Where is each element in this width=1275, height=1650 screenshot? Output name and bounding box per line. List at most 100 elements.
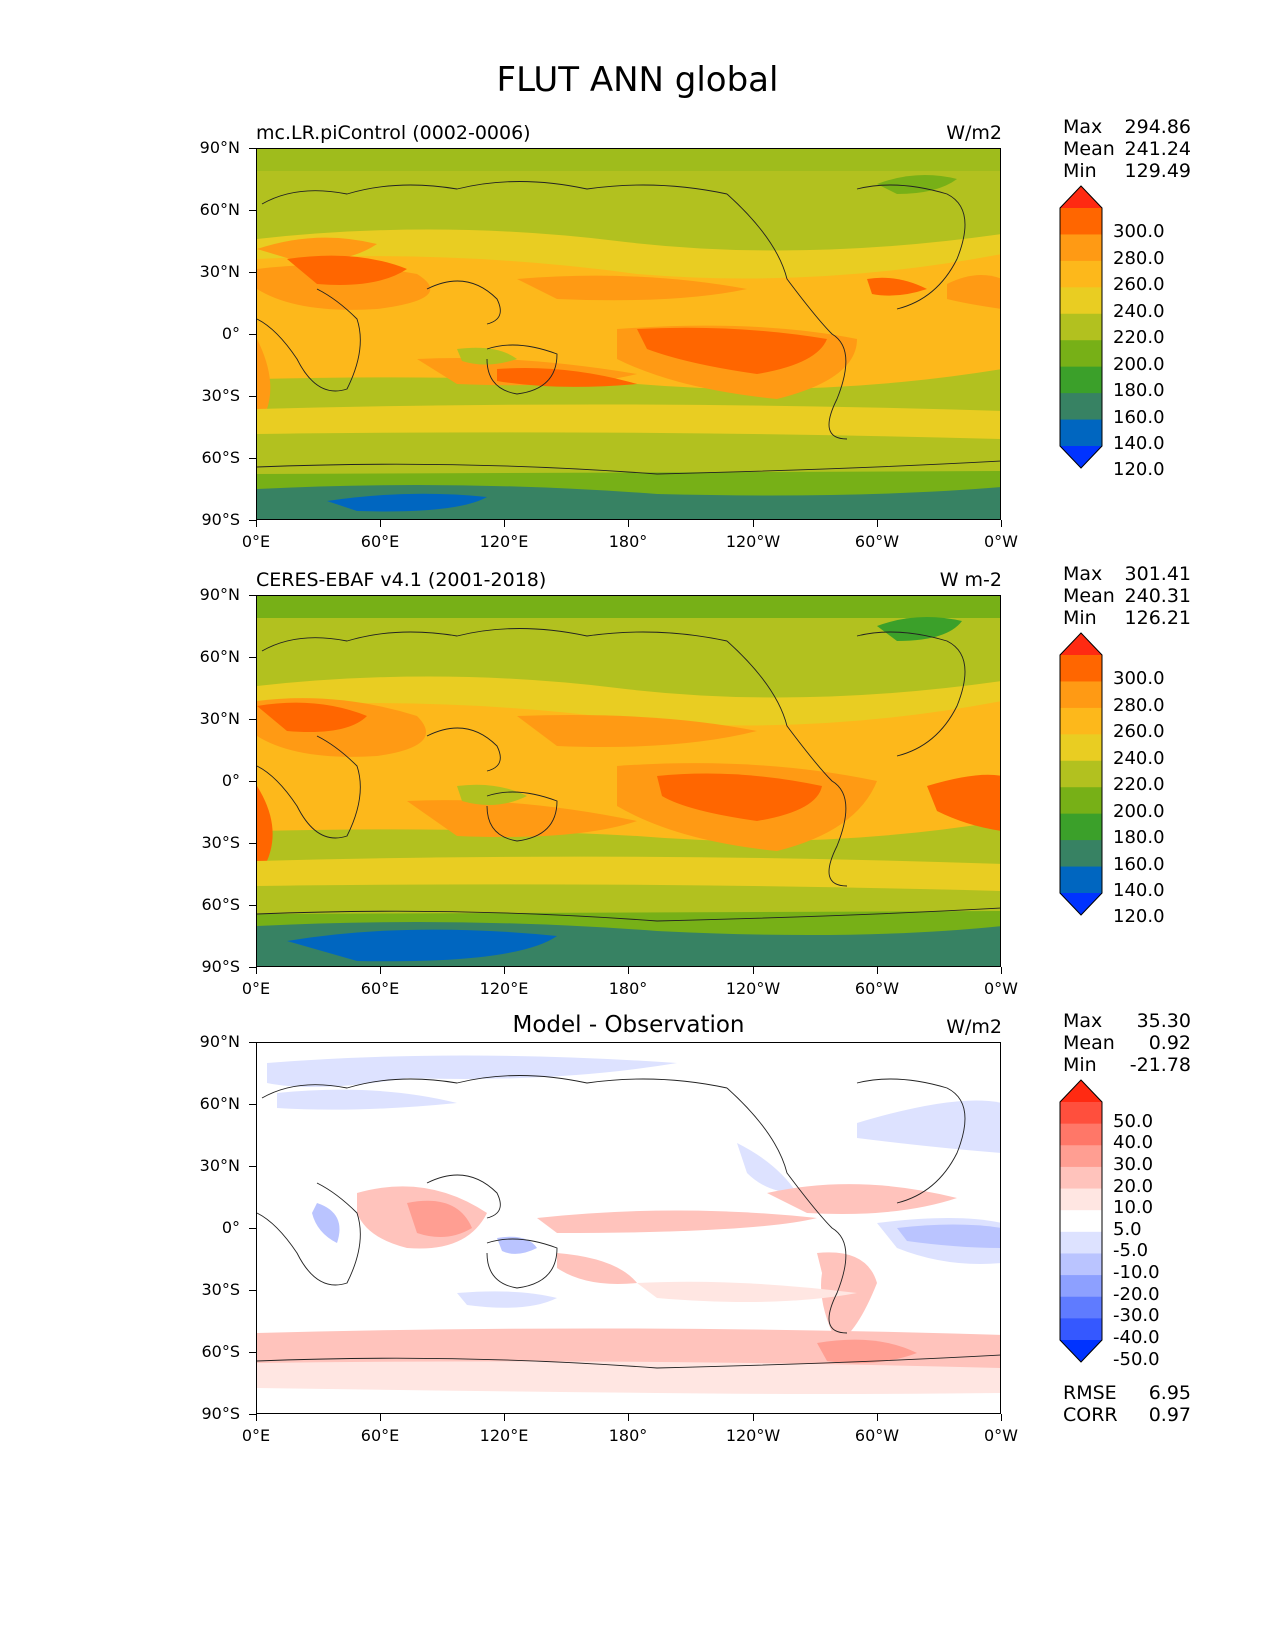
colorbar-segment [1060,760,1102,788]
lat-tick [249,719,256,721]
lat-label: 60°S [201,1342,240,1361]
rmse-row: RMSE 6.95 [1063,1382,1191,1404]
lat-tick [249,210,256,212]
colorbar [1059,632,1106,916]
lon-tick [256,1414,258,1421]
lon-tick [877,1414,879,1421]
stat-min-value: 129.49 [1124,160,1191,182]
colorbar-label: 240.0 [1113,300,1165,322]
stat-mean-label: Mean [1063,138,1115,160]
lon-label: 0°E [241,532,271,551]
lat-label: 90°N [199,138,240,157]
stats-block: Max 301.41 Mean 240.31 Min 126.21 [1063,563,1191,629]
colorbar-segment [1060,1231,1102,1254]
map-model [256,148,1001,520]
lon-label: 60°E [360,532,400,551]
stat-max-label: Max [1063,563,1103,585]
colorbar-extend-max [1060,1080,1102,1102]
colorbar-label: 120.0 [1113,459,1165,481]
stat-mean-label: Mean [1063,585,1115,607]
lat-tick [249,595,256,597]
colorbar-label: 260.0 [1113,721,1165,743]
lat-tick [249,1352,256,1354]
colorbar-label: 5.0 [1113,1218,1142,1240]
colorbar-label: 140.0 [1113,433,1165,454]
lon-label: 0°W [984,1426,1018,1445]
lon-label: 0°E [241,979,271,998]
colorbar-segment [1060,208,1102,235]
map-observation [256,595,1001,967]
colorbar-extend-max [1060,186,1102,208]
lon-tick [877,520,879,527]
lat-label: 0° [221,324,240,343]
colorbar-outline [1059,632,1103,916]
lon-tick [504,1414,506,1421]
colorbar-label: 180.0 [1113,827,1165,849]
lon-tick [256,967,258,974]
stat-min-value: 126.21 [1124,607,1191,629]
colorbar-segment [1060,1296,1102,1319]
colorbar-segment [1060,655,1102,682]
colorbar-label: 140.0 [1113,880,1165,901]
lon-label: 120°E [479,1426,529,1445]
panel-model: mc.LR.piControl (0002-0006) W/m2 [0,116,1275,582]
stat-max-row: Max 35.30 [1063,1010,1191,1032]
panel-units: W/m2 [946,122,1002,144]
colorbar-label: 20.0 [1113,1175,1154,1197]
rmse-value: 6.95 [1148,1382,1191,1404]
colorbar-label: 300.0 [1113,221,1165,243]
colorbar-label: 200.0 [1113,353,1165,375]
lat-label: 90°S [201,1404,240,1423]
lon-label: 180° [608,1426,648,1445]
lon-label: 120°E [479,532,529,551]
colorbar-extend-min [1060,893,1102,915]
stat-min-value: -21.78 [1129,1054,1191,1076]
metrics-block: RMSE 6.95 CORR 0.97 [1063,1382,1191,1426]
colorbar-segment [1060,234,1102,262]
colorbar-segment [1060,734,1102,762]
lon-tick [504,967,506,974]
colorbar-segment [1060,707,1102,735]
colorbar-label: -40.0 [1113,1327,1160,1348]
colorbar-label: 160.0 [1113,406,1165,428]
corr-label: CORR [1063,1404,1118,1426]
colorbar-label: -5.0 [1113,1240,1149,1262]
lon-label: 180° [608,532,648,551]
colorbar-extend-max [1060,633,1102,655]
lat-label: 30°S [201,1280,240,1299]
lon-label: 180° [608,979,648,998]
lon-tick [877,967,879,974]
stat-mean-row: Mean 241.24 [1063,138,1191,160]
colorbar-label: 200.0 [1113,800,1165,822]
lat-tick [249,520,256,522]
panel-units: W m-2 [939,569,1002,591]
lat-label: 60°N [199,647,240,666]
colorbar-label: 120.0 [1113,906,1165,928]
corr-row: CORR 0.97 [1063,1404,1191,1426]
colorbar-label: 280.0 [1113,694,1165,716]
colorbar-label: 280.0 [1113,247,1165,269]
stat-max-value: 35.30 [1136,1010,1191,1032]
colorbar-segment [1060,260,1102,288]
colorbar-label: 240.0 [1113,747,1165,769]
lon-label: 120°W [725,979,781,998]
stats-block: Max 35.30 Mean 0.92 Min -21.78 [1063,1010,1191,1076]
stat-min-label: Min [1063,1054,1097,1076]
lon-tick [504,520,506,527]
lat-tick [249,657,256,659]
lon-tick [256,520,258,527]
colorbar-outline [1059,1079,1103,1363]
lon-tick [1001,1414,1003,1421]
lon-tick [753,967,755,974]
colorbar-segment [1060,1188,1102,1211]
colorbar-label: 220.0 [1113,774,1165,796]
lat-label: 60°N [199,1094,240,1113]
lon-label: 0°W [984,532,1018,551]
stat-max-row: Max 301.41 [1063,563,1191,585]
lon-tick [1001,520,1003,527]
lat-tick [249,843,256,845]
colorbar-segment [1060,681,1102,709]
lat-label: 30°N [199,1156,240,1175]
lat-label: 90°N [199,585,240,604]
rmse-label: RMSE [1063,1382,1117,1404]
